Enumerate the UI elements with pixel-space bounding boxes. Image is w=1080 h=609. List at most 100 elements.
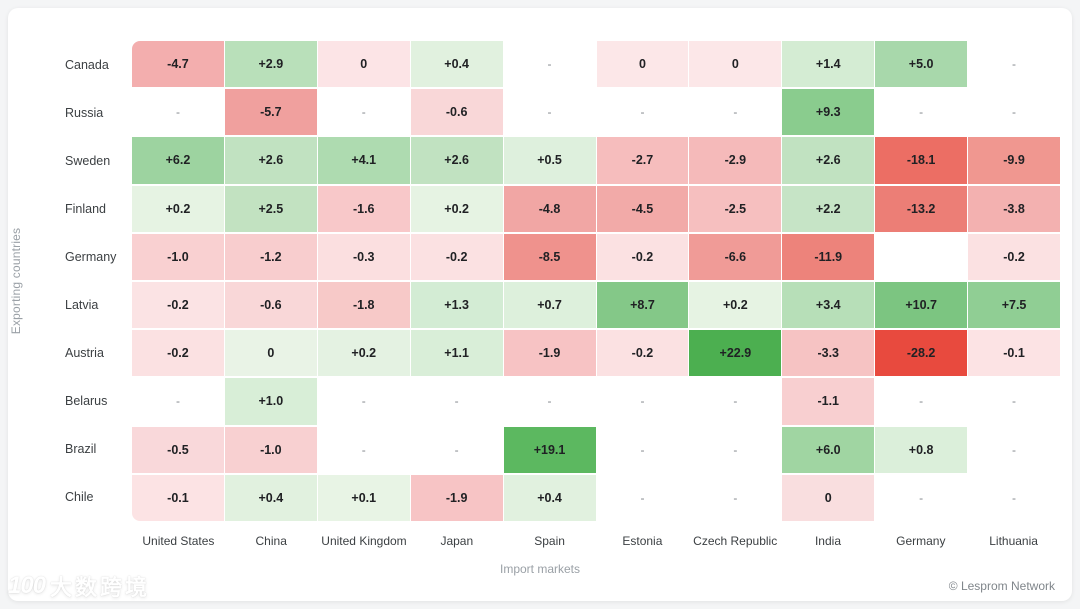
heatmap-cell[interactable]: - xyxy=(317,89,410,136)
heatmap-cell[interactable]: +1.3 xyxy=(410,282,503,329)
heatmap-cell[interactable]: - xyxy=(503,378,596,425)
heatmap-cell[interactable]: 0 xyxy=(689,41,782,88)
heatmap-cell[interactable]: +6.0 xyxy=(782,426,875,473)
heatmap-cell[interactable]: -0.6 xyxy=(410,89,503,136)
heatmap-cell[interactable]: - xyxy=(503,89,596,136)
heatmap-cell[interactable]: -3.8 xyxy=(968,185,1060,232)
heatmap-cell[interactable]: -1.0 xyxy=(132,233,224,280)
heatmap-cell[interactable]: +3.4 xyxy=(782,282,875,329)
heatmap-cell[interactable]: -11.9 xyxy=(782,233,875,280)
heatmap-cell[interactable]: +0.2 xyxy=(317,330,410,377)
heatmap-cell[interactable]: -2.7 xyxy=(596,137,689,184)
heatmap-cell[interactable]: -6.6 xyxy=(689,233,782,280)
heatmap-cell[interactable]: - xyxy=(875,378,968,425)
heatmap-cell[interactable]: +19.1 xyxy=(503,426,596,473)
heatmap-cell[interactable]: -9.9 xyxy=(968,137,1060,184)
heatmap-cell[interactable]: -1.1 xyxy=(782,378,875,425)
heatmap-cell[interactable] xyxy=(875,233,968,280)
heatmap-cell[interactable]: - xyxy=(968,426,1060,473)
heatmap-cell[interactable]: - xyxy=(132,378,224,425)
heatmap-cell[interactable]: - xyxy=(132,89,224,136)
heatmap-cell[interactable]: +0.2 xyxy=(689,282,782,329)
heatmap-cell[interactable]: - xyxy=(410,426,503,473)
heatmap-cell[interactable]: +0.4 xyxy=(503,474,596,521)
heatmap-cell[interactable]: - xyxy=(596,89,689,136)
heatmap-cell[interactable]: +2.6 xyxy=(224,137,317,184)
heatmap-cell[interactable]: +6.2 xyxy=(132,137,224,184)
heatmap-cell[interactable]: +2.6 xyxy=(782,137,875,184)
heatmap-cell[interactable]: -4.5 xyxy=(596,185,689,232)
heatmap-cell[interactable]: +0.7 xyxy=(503,282,596,329)
heatmap-cell[interactable]: - xyxy=(596,474,689,521)
heatmap-cell[interactable]: -1.8 xyxy=(317,282,410,329)
heatmap-cell[interactable]: -0.6 xyxy=(224,282,317,329)
heatmap-cell[interactable]: - xyxy=(317,426,410,473)
heatmap-cell[interactable]: +0.2 xyxy=(132,185,224,232)
heatmap-cell[interactable]: +2.2 xyxy=(782,185,875,232)
heatmap-cell[interactable]: 0 xyxy=(596,41,689,88)
heatmap-cell[interactable]: +4.1 xyxy=(317,137,410,184)
heatmap-cell[interactable]: -1.0 xyxy=(224,426,317,473)
heatmap-cell[interactable]: - xyxy=(689,474,782,521)
heatmap-cell[interactable]: -3.3 xyxy=(782,330,875,377)
heatmap-cell[interactable]: +0.8 xyxy=(875,426,968,473)
heatmap-cell[interactable]: -0.1 xyxy=(132,474,224,521)
heatmap-cell[interactable]: -0.2 xyxy=(596,233,689,280)
heatmap-cell[interactable]: -1.9 xyxy=(410,474,503,521)
heatmap-cell[interactable]: -0.2 xyxy=(132,282,224,329)
heatmap-cell[interactable]: -4.7 xyxy=(132,41,224,88)
heatmap-cell[interactable]: +1.0 xyxy=(224,378,317,425)
heatmap-cell[interactable]: -1.6 xyxy=(317,185,410,232)
heatmap-cell[interactable]: - xyxy=(689,89,782,136)
heatmap-cell[interactable]: - xyxy=(968,41,1060,88)
heatmap-cell[interactable]: +0.4 xyxy=(410,41,503,88)
heatmap-cell[interactable]: -28.2 xyxy=(875,330,968,377)
heatmap-cell[interactable]: - xyxy=(596,426,689,473)
heatmap-cell[interactable]: +5.0 xyxy=(875,41,968,88)
heatmap-cell[interactable]: -4.8 xyxy=(503,185,596,232)
heatmap-cell[interactable]: - xyxy=(689,378,782,425)
heatmap-cell[interactable]: +8.7 xyxy=(596,282,689,329)
heatmap-cell[interactable]: - xyxy=(968,89,1060,136)
heatmap-cell[interactable]: - xyxy=(968,474,1060,521)
heatmap-cell[interactable]: -13.2 xyxy=(875,185,968,232)
heatmap-cell[interactable]: +0.1 xyxy=(317,474,410,521)
heatmap-cell[interactable]: +0.4 xyxy=(224,474,317,521)
heatmap-cell[interactable]: +10.7 xyxy=(875,282,968,329)
heatmap-cell[interactable]: - xyxy=(875,474,968,521)
heatmap-cell[interactable]: - xyxy=(317,378,410,425)
heatmap-cell[interactable]: - xyxy=(875,89,968,136)
heatmap-cell[interactable]: - xyxy=(410,378,503,425)
heatmap-cell[interactable]: +7.5 xyxy=(968,282,1060,329)
heatmap-cell[interactable]: +1.4 xyxy=(782,41,875,88)
heatmap-cell[interactable]: -2.5 xyxy=(689,185,782,232)
heatmap-cell[interactable]: 0 xyxy=(224,330,317,377)
heatmap-cell[interactable]: -0.5 xyxy=(132,426,224,473)
heatmap-cell[interactable]: -1.2 xyxy=(224,233,317,280)
heatmap-cell[interactable]: -1.9 xyxy=(503,330,596,377)
heatmap-cell[interactable]: -0.3 xyxy=(317,233,410,280)
heatmap-cell[interactable]: - xyxy=(503,41,596,88)
heatmap-cell[interactable]: -0.1 xyxy=(968,330,1060,377)
heatmap-cell[interactable]: - xyxy=(596,378,689,425)
heatmap-cell[interactable]: +1.1 xyxy=(410,330,503,377)
heatmap-cell[interactable]: -5.7 xyxy=(224,89,317,136)
heatmap-cell[interactable]: - xyxy=(968,378,1060,425)
heatmap-cell[interactable]: -0.2 xyxy=(968,233,1060,280)
heatmap-cell[interactable]: -18.1 xyxy=(875,137,968,184)
heatmap-cell[interactable]: -0.2 xyxy=(132,330,224,377)
heatmap-cell[interactable]: +2.9 xyxy=(224,41,317,88)
heatmap-cell[interactable]: +0.5 xyxy=(503,137,596,184)
heatmap-cell[interactable]: - xyxy=(689,426,782,473)
heatmap-cell[interactable]: +2.5 xyxy=(224,185,317,232)
heatmap-cell[interactable]: -0.2 xyxy=(410,233,503,280)
heatmap-cell[interactable]: -0.2 xyxy=(596,330,689,377)
heatmap-cell[interactable]: 0 xyxy=(317,41,410,88)
heatmap-cell[interactable]: +9.3 xyxy=(782,89,875,136)
heatmap-cell[interactable]: +2.6 xyxy=(410,137,503,184)
heatmap-cell[interactable]: +0.2 xyxy=(410,185,503,232)
heatmap-cell[interactable]: +22.9 xyxy=(689,330,782,377)
heatmap-cell[interactable]: 0 xyxy=(782,474,875,521)
heatmap-cell[interactable]: -8.5 xyxy=(503,233,596,280)
heatmap-cell[interactable]: -2.9 xyxy=(689,137,782,184)
